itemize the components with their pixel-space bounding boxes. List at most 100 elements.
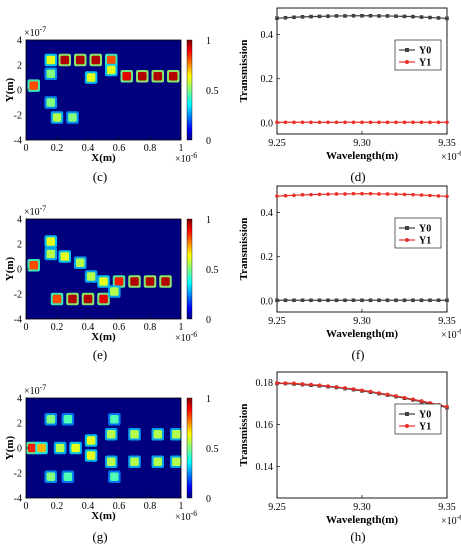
data-point-y0	[368, 13, 373, 18]
x-tick-label: 0.2	[51, 143, 64, 154]
hotspot	[46, 472, 56, 482]
y-tick-label: 0.18	[256, 378, 274, 389]
hotspot	[145, 277, 155, 286]
data-point-y1	[300, 193, 305, 197]
x-tick-label: 0.6	[113, 501, 126, 512]
data-point-y1	[317, 120, 322, 125]
x-exponent-power: -6	[457, 149, 461, 158]
data-point-y1	[275, 194, 279, 198]
data-point-y0	[309, 298, 313, 303]
x-axis-label: Wavelength(m)	[326, 150, 398, 162]
data-point-y1	[419, 399, 424, 403]
x-tick-label: 0.6	[113, 143, 126, 154]
panel-label-e: (e)	[93, 347, 107, 362]
data-point-y0	[394, 298, 398, 303]
legend-marker-y0	[405, 226, 409, 230]
y-tick-label: 0.16	[256, 420, 274, 431]
x-exponent-base: ×10	[441, 516, 457, 527]
data-point-y0	[402, 14, 407, 19]
data-point-y1	[351, 387, 356, 391]
panel-label-g: (g)	[92, 529, 107, 544]
data-point-y0	[317, 14, 322, 19]
data-point-y0	[402, 298, 407, 303]
colorbar-tick-label: 0	[206, 136, 211, 147]
data-point-y1	[300, 382, 305, 386]
legend-label-y0: Y0	[419, 410, 431, 421]
x-axis-label: X(m)	[91, 152, 116, 164]
data-point-y0	[343, 14, 347, 18]
data-point-y0	[377, 298, 381, 303]
data-point-y1	[317, 383, 322, 388]
x-tick-label: 9.25	[268, 316, 286, 327]
hotspot-group	[26, 412, 181, 484]
x-exponent: ×10-6	[175, 151, 197, 165]
data-point-y1	[402, 192, 407, 197]
data-point-y0	[283, 15, 288, 20]
data-point-y1	[334, 120, 339, 125]
data-point-y0	[275, 298, 279, 303]
legend-marker-y1	[405, 424, 409, 428]
x-tick-label: 0.6	[113, 322, 126, 333]
data-point-y1	[394, 192, 398, 196]
data-point-y1	[309, 120, 313, 125]
y-axis-label: Y(m)	[4, 256, 16, 281]
x-tick-label: 9.35	[438, 316, 456, 327]
data-point-y1	[292, 381, 296, 386]
data-point-y1	[436, 120, 441, 125]
panel-label-c: (c)	[93, 169, 107, 184]
panel-label-f: (f)	[352, 347, 365, 362]
data-point-y0	[385, 298, 390, 303]
y-tick-label: 4	[17, 215, 22, 226]
x-tick-label: 1	[179, 143, 184, 154]
colorbar	[186, 39, 193, 141]
data-point-y1	[385, 120, 390, 125]
data-point-y0	[411, 298, 415, 303]
y-exponent-base: ×10	[24, 207, 40, 218]
hotspot	[172, 429, 181, 439]
x-tick-label: 0.4	[82, 322, 95, 333]
data-point-y0	[377, 14, 381, 18]
legend-box	[394, 39, 442, 71]
data-point-y0	[394, 14, 398, 18]
hotspot	[86, 436, 96, 445]
data-point-y0	[300, 298, 305, 303]
data-point-y1	[360, 191, 364, 196]
data-point-y1	[300, 120, 305, 125]
hotspot	[55, 443, 65, 453]
field-map-g: 0 0.2 0.4 0.6 0.8 1420-2-4X(m)Y(m)×10-7×10-61…	[4, 383, 219, 523]
transmission-chart-h: 9.25 9.30 9.35 0.14 0.16 0.18 Wavelength(m) Tra…	[238, 371, 461, 527]
hotspot-group	[27, 53, 180, 124]
data-point-y1	[385, 392, 390, 397]
hotspot	[86, 272, 96, 281]
data-point-y1	[309, 382, 313, 387]
hotspot	[99, 294, 108, 304]
y-tick-label: -4	[14, 315, 22, 326]
legend-label-y1: Y1	[419, 236, 431, 247]
hotspot	[46, 98, 56, 107]
data-point-y1	[394, 120, 398, 125]
data-point-y0	[445, 298, 449, 303]
data-point-y0	[334, 14, 339, 18]
colorbar-tick-label: 0	[206, 315, 211, 326]
data-point-y1	[334, 385, 339, 389]
y-tick-label: 2	[17, 419, 22, 430]
data-point-y1	[309, 192, 313, 197]
hotspot	[153, 71, 163, 81]
y-axis-label: Transmission	[238, 218, 250, 281]
x-exponent: ×10-6	[175, 330, 197, 344]
hotspot	[71, 443, 80, 453]
legend-label-y0: Y0	[419, 46, 431, 57]
hotspot	[153, 429, 163, 439]
data-point-y1	[326, 384, 330, 388]
data-point-y0	[334, 298, 339, 303]
y-tick-label: -4	[14, 136, 22, 147]
field-map-e: 0 0.2 0.4 0.6 0.8 1420-2-4X(m)Y(m)×10-7×10-61…	[4, 204, 219, 344]
hotspot	[114, 277, 124, 286]
legend-label-y1: Y1	[419, 58, 431, 69]
y-tick-label: 0	[17, 265, 22, 276]
hotspot	[99, 277, 108, 286]
data-point-y0	[309, 14, 313, 19]
data-point-y0	[292, 298, 296, 303]
data-point-y0	[411, 14, 415, 19]
